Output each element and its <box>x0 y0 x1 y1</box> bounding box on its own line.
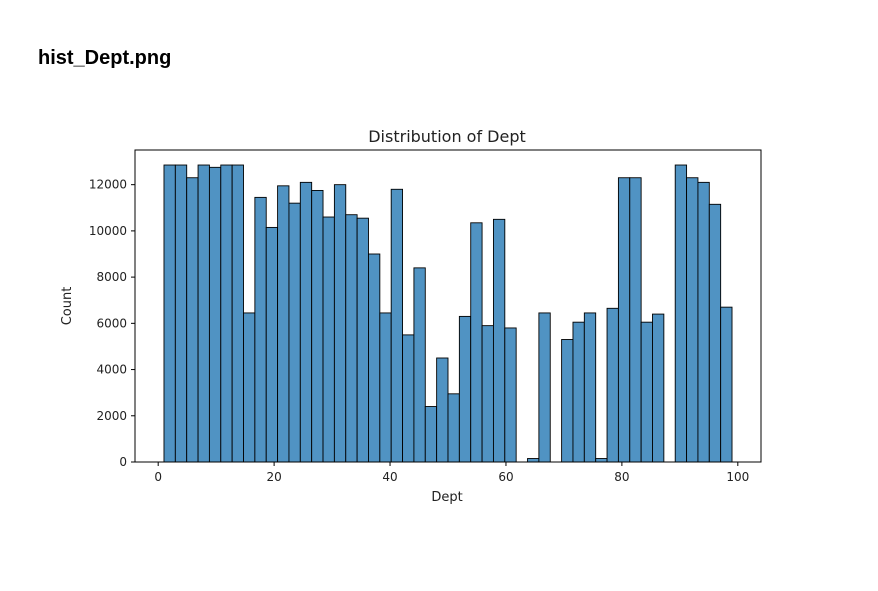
histogram-bar <box>254 196 267 463</box>
y-tick-label: 10000 <box>89 224 127 238</box>
histogram-bar <box>458 315 472 463</box>
histogram-bar <box>481 325 494 463</box>
histogram-bar <box>208 166 222 463</box>
y-tick-label: 8000 <box>96 270 127 284</box>
histogram-bar <box>606 307 619 463</box>
chart-title: Distribution of Dept <box>368 127 526 146</box>
histogram-bar <box>322 216 335 463</box>
histogram-bar <box>708 203 722 463</box>
histogram-bar <box>640 321 653 463</box>
histogram-bar <box>561 339 574 463</box>
histogram-bar <box>288 202 301 463</box>
histogram-bar <box>231 164 244 463</box>
y-axis-label: Count <box>60 287 75 326</box>
histogram-bar <box>311 189 324 463</box>
histogram-bar <box>402 334 415 463</box>
histogram-bar <box>697 181 710 463</box>
histogram-bar <box>163 164 176 463</box>
histogram-bar <box>720 306 733 463</box>
histogram-bar <box>436 357 449 463</box>
histogram-bar <box>538 312 551 463</box>
histogram-bar <box>447 393 460 463</box>
histogram-bar <box>686 177 699 463</box>
histogram-bar <box>413 267 426 463</box>
histogram-bar <box>595 458 608 463</box>
y-tick-label: 6000 <box>96 316 127 330</box>
histogram-bar <box>379 312 392 463</box>
histogram-bar <box>492 218 506 463</box>
y-tick-label: 4000 <box>96 363 127 377</box>
y-tick-label: 2000 <box>96 409 127 423</box>
histogram-bar <box>504 327 517 463</box>
y-tick-label: 0 <box>119 455 127 469</box>
x-tick-label: 20 <box>266 470 281 484</box>
histogram-bar <box>424 406 438 463</box>
histogram-bar <box>527 458 540 463</box>
x-axis-ticks: 0 20 40 60 80 100 <box>154 462 749 484</box>
histogram-bar <box>197 164 210 463</box>
histogram-bar <box>220 164 233 463</box>
plot-frame <box>134 149 762 463</box>
histogram-bar <box>356 217 369 463</box>
histogram-bar <box>277 185 290 463</box>
x-axis-label: Dept <box>431 490 462 505</box>
histogram-bar <box>186 177 199 463</box>
histogram-bar <box>390 188 404 463</box>
histogram-bar <box>243 312 256 463</box>
histogram-bar <box>345 214 358 463</box>
histogram-bar <box>583 312 597 463</box>
histogram-bar <box>174 164 188 463</box>
histogram-bar <box>368 253 381 463</box>
x-tick-label: 60 <box>498 470 513 484</box>
histogram-bar <box>299 181 313 463</box>
file-title: hist_Dept.png <box>38 47 172 69</box>
x-tick-label: 80 <box>614 470 629 484</box>
x-tick-label: 0 <box>154 470 162 484</box>
histogram-bar <box>333 184 347 463</box>
x-tick-label: 100 <box>726 470 749 484</box>
histogram-bar <box>470 222 483 463</box>
histogram-bar <box>265 226 279 463</box>
bars-group <box>163 164 733 463</box>
histogram-bar <box>572 321 585 463</box>
histogram-bar <box>617 177 631 463</box>
y-axis-ticks: 0 2000 4000 6000 8000 10000 12000 <box>89 178 135 469</box>
histogram-bar <box>629 177 642 463</box>
x-tick-label: 40 <box>382 470 397 484</box>
histogram-bar <box>652 313 665 463</box>
y-tick-label: 12000 <box>89 178 127 192</box>
histogram-bar <box>674 164 688 463</box>
